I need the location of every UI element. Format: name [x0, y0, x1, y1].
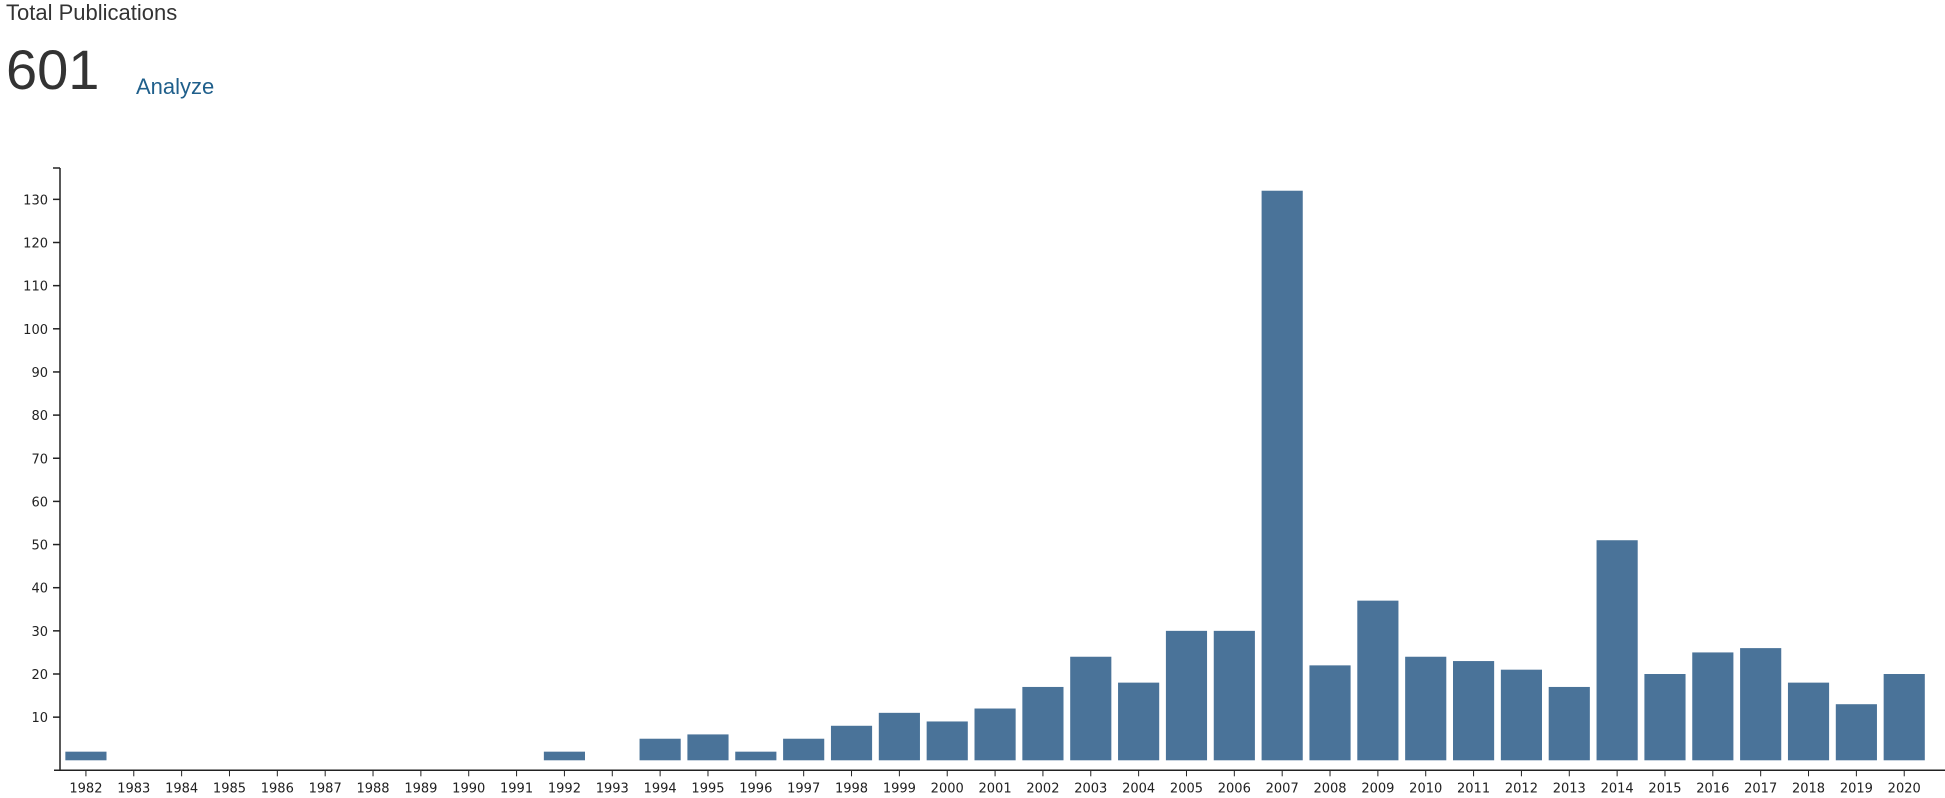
bar-2010[interactable]: [1405, 656, 1447, 761]
x-tick-label-1982: 1982: [69, 781, 102, 796]
x-tick-label-2018: 2018: [1792, 781, 1825, 796]
x-tick-label-2007: 2007: [1266, 781, 1299, 796]
x-tick-label-1997: 1997: [787, 781, 820, 796]
y-tick-label: 60: [31, 495, 48, 510]
y-tick-label: 50: [31, 539, 48, 554]
bar-1994[interactable]: [639, 738, 681, 761]
x-tick-label-1988: 1988: [356, 781, 389, 796]
x-tick-label-1993: 1993: [596, 781, 629, 796]
x-tick-label-1992: 1992: [548, 781, 581, 796]
bar-2003[interactable]: [1070, 656, 1112, 761]
x-tick-label-2009: 2009: [1361, 781, 1394, 796]
x-axis: 1982 1983 1984 1985 1986 1987 1988 1989 1990 1991…: [54, 769, 1945, 796]
bar-2012[interactable]: [1500, 669, 1543, 761]
x-tick-label-2013: 2013: [1553, 781, 1586, 796]
y-tick-label: 80: [31, 409, 48, 424]
bar-1998[interactable]: [830, 725, 873, 761]
bar-2009[interactable]: [1357, 600, 1399, 761]
x-tick-label-1994: 1994: [644, 781, 677, 796]
bar-1982[interactable]: [65, 751, 107, 761]
x-tick-label-1989: 1989: [404, 781, 437, 796]
y-tick-label: 100: [23, 323, 48, 338]
bar-2006[interactable]: [1213, 630, 1255, 761]
bar-1999[interactable]: [878, 712, 920, 761]
x-tick-label-2014: 2014: [1601, 781, 1634, 796]
bar-2008[interactable]: [1309, 665, 1351, 761]
bar-2000[interactable]: [926, 721, 968, 761]
x-tick-label-2010: 2010: [1409, 781, 1442, 796]
x-tick-label-2006: 2006: [1218, 781, 1251, 796]
bars: [65, 190, 1925, 761]
x-tick-label-2004: 2004: [1122, 781, 1155, 796]
x-tick-label-1985: 1985: [213, 781, 246, 796]
x-tick-label-2008: 2008: [1313, 781, 1346, 796]
analyze-link[interactable]: Analyze: [136, 74, 215, 99]
bar-1992[interactable]: [543, 751, 586, 761]
x-tick-label-1996: 1996: [739, 781, 772, 796]
bar-2013[interactable]: [1548, 686, 1590, 761]
x-tick-label-2016: 2016: [1696, 781, 1729, 796]
x-tick-label-2015: 2015: [1648, 781, 1681, 796]
y-tick-label: 40: [31, 582, 48, 597]
bar-1995[interactable]: [687, 734, 729, 761]
y-tick-label: 10: [31, 711, 48, 726]
bar-2015[interactable]: [1644, 674, 1686, 761]
y-tick-label: 130: [23, 193, 48, 208]
x-tick-label-2002: 2002: [1026, 781, 1059, 796]
y-tick-label: 20: [31, 668, 48, 683]
y-tick-label: 120: [23, 237, 48, 252]
x-tick-label-1991: 1991: [500, 781, 533, 796]
x-tick-label-2020: 2020: [1888, 781, 1921, 796]
bar-2020[interactable]: [1883, 674, 1925, 761]
x-tick-label-1983: 1983: [117, 781, 150, 796]
bar-2004[interactable]: [1118, 682, 1160, 761]
x-tick-label-2012: 2012: [1505, 781, 1538, 796]
x-tick-label-1999: 1999: [883, 781, 916, 796]
x-tick-label-2005: 2005: [1170, 781, 1203, 796]
x-tick-label-1995: 1995: [691, 781, 724, 796]
bar-2017[interactable]: [1740, 648, 1782, 761]
x-tick-label-2001: 2001: [979, 781, 1012, 796]
bar-2001[interactable]: [974, 708, 1016, 761]
bar-1996[interactable]: [735, 751, 777, 761]
bar-1997[interactable]: [783, 738, 825, 761]
bar-2019[interactable]: [1835, 704, 1877, 761]
total-publications-count: 601: [6, 38, 100, 101]
bar-2011[interactable]: [1452, 661, 1495, 761]
bar-2014[interactable]: [1596, 540, 1638, 761]
y-tick-label: 90: [31, 366, 48, 381]
x-tick-label-2003: 2003: [1074, 781, 1107, 796]
y-tick-label: 110: [23, 280, 48, 295]
bar-2016[interactable]: [1692, 652, 1734, 761]
x-tick-label-2011: 2011: [1457, 781, 1490, 796]
x-tick-label-2000: 2000: [931, 781, 964, 796]
x-tick-label-2017: 2017: [1744, 781, 1777, 796]
bar-2005[interactable]: [1165, 630, 1208, 761]
x-tick-label-1984: 1984: [165, 781, 198, 796]
bar-2002[interactable]: [1022, 686, 1064, 761]
bar-2018[interactable]: [1787, 682, 1830, 761]
bar-2007[interactable]: [1261, 190, 1303, 761]
x-tick-label-2019: 2019: [1840, 781, 1873, 796]
y-tick-label: 70: [31, 452, 48, 467]
y-tick-label: 30: [31, 625, 48, 640]
page-title: Total Publications: [6, 0, 178, 25]
x-tick-label-1986: 1986: [261, 781, 294, 796]
x-tick-label-1998: 1998: [835, 781, 868, 796]
y-axis: 10 20 30 40 50 60 70 80 90 100 110 120 130: [23, 167, 61, 771]
x-tick-label-1987: 1987: [309, 781, 342, 796]
x-tick-label-1990: 1990: [452, 781, 485, 796]
